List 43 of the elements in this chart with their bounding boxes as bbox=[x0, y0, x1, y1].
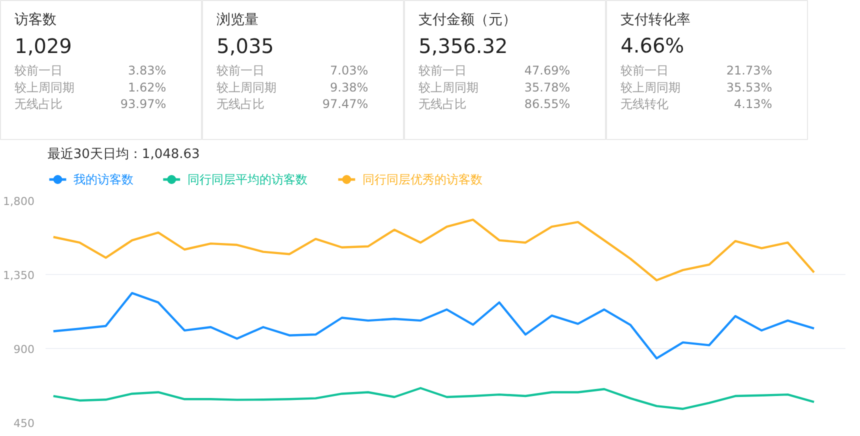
line-series bbox=[52, 218, 816, 282]
text: 较上周同期 bbox=[216, 80, 277, 94]
text: 4.66% bbox=[620, 33, 684, 58]
line-series bbox=[52, 387, 816, 410]
text: 浏览量 bbox=[216, 12, 259, 28]
text: 4.13% bbox=[734, 97, 772, 112]
chart-title: 最近30天日均：1,048.63 bbox=[47, 147, 200, 162]
text: 无线占比 bbox=[418, 97, 467, 112]
text: 较前一日 bbox=[418, 64, 467, 78]
text: 无线转化 bbox=[620, 97, 669, 112]
y-tick-label: 450 bbox=[14, 417, 35, 430]
text: 5,356.32 bbox=[418, 34, 508, 58]
legend-label: 同行同层优秀的访客数 bbox=[362, 172, 483, 186]
text: 较前一日 bbox=[620, 64, 669, 78]
text: 1,029 bbox=[14, 34, 72, 58]
text: 较上周同期 bbox=[418, 80, 479, 94]
text: 支付金额（元） bbox=[418, 12, 517, 28]
text: 35.53% bbox=[726, 80, 772, 94]
text: 9.38% bbox=[330, 80, 368, 94]
text: 5,035 bbox=[216, 34, 274, 58]
text: 3.83% bbox=[128, 64, 166, 78]
y-tick-label: 900 bbox=[14, 343, 35, 356]
text: 访客数 bbox=[14, 12, 57, 28]
text: 93.97% bbox=[120, 97, 166, 112]
line-series bbox=[52, 292, 816, 360]
text: 较上周同期 bbox=[14, 80, 75, 94]
y-tick-label: 1,800 bbox=[3, 195, 35, 208]
text: 较上周同期 bbox=[620, 80, 681, 94]
text: 较前一日 bbox=[216, 64, 265, 78]
legend-label: 同行同层平均的访客数 bbox=[188, 172, 308, 186]
text: 97.47% bbox=[322, 97, 368, 112]
text: 较前一日 bbox=[14, 64, 63, 78]
legend-label: 我的访客数 bbox=[74, 172, 134, 186]
text: 无线占比 bbox=[14, 97, 63, 112]
text: 无线占比 bbox=[216, 97, 265, 112]
text: 86.55% bbox=[524, 97, 570, 112]
text: 7.03% bbox=[330, 64, 368, 78]
text: 支付转化率 bbox=[620, 12, 691, 28]
text: 1.62% bbox=[128, 80, 166, 94]
text: 47.69% bbox=[524, 64, 570, 78]
text: 35.78% bbox=[524, 80, 570, 94]
y-tick-label: 1,350 bbox=[3, 269, 35, 282]
text: 21.73% bbox=[726, 64, 772, 78]
